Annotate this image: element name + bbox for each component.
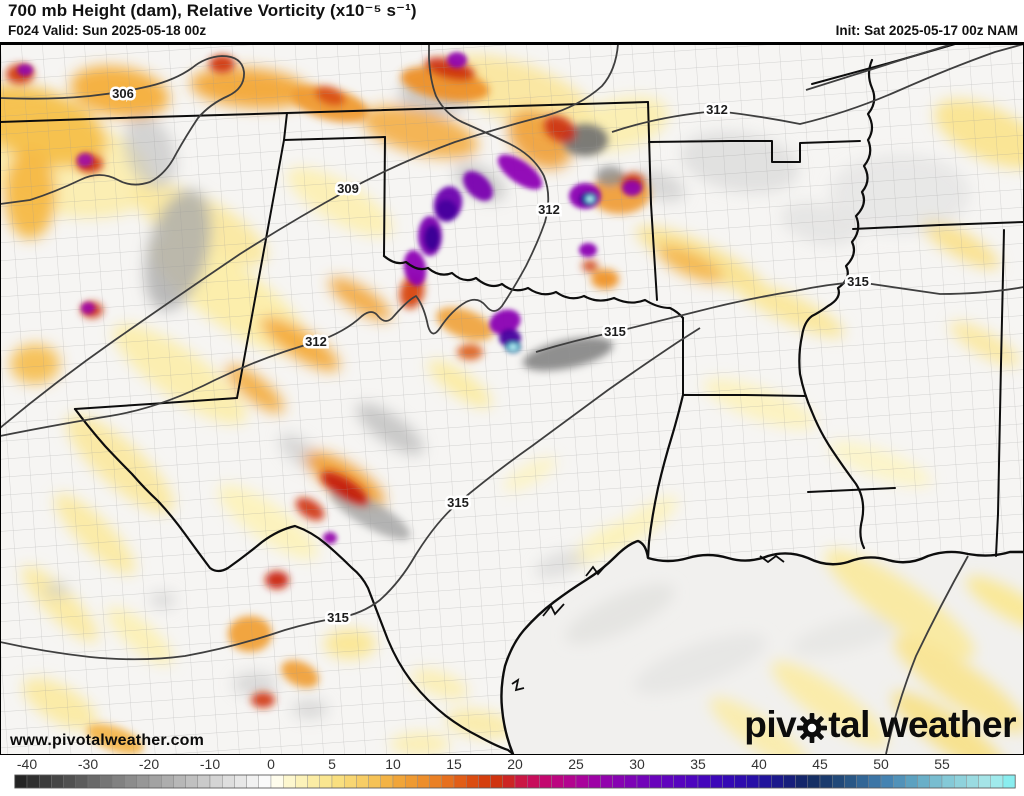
init-time-label: Init: Sat 2025-05-17 00z NAM <box>835 23 1018 38</box>
svg-text:30: 30 <box>629 756 645 772</box>
svg-text:306: 306 <box>112 86 134 101</box>
colorbar-canvas: -40 -30 -20 -10 0 5 10 15 20 25 30 35 40 45 50 55 <box>14 756 1016 789</box>
svg-text:45: 45 <box>812 756 828 772</box>
weather-map-image: 306 309 312 312 312 315 315 315 315 <box>0 43 1024 777</box>
svg-text:315: 315 <box>327 610 349 625</box>
gear-icon <box>797 712 828 743</box>
svg-text:35: 35 <box>690 756 706 772</box>
svg-text:5: 5 <box>328 756 336 772</box>
logo-text-right: tal weather <box>828 704 1016 745</box>
pivotal-weather-logo: piv tal weathe <box>744 706 1016 743</box>
svg-text:-20: -20 <box>139 756 159 772</box>
svg-text:55: 55 <box>934 756 950 772</box>
svg-text:312: 312 <box>305 334 327 349</box>
svg-text:-30: -30 <box>78 756 98 772</box>
valid-time-label: F024 Valid: Sun 2025-05-18 00z <box>8 23 207 38</box>
svg-text:-10: -10 <box>200 756 220 772</box>
vorticity-map-canvas: 306 309 312 312 312 315 315 315 315 <box>0 43 1024 777</box>
svg-text:50: 50 <box>873 756 889 772</box>
svg-text:315: 315 <box>604 324 626 339</box>
svg-text:312: 312 <box>706 102 728 117</box>
svg-text:312: 312 <box>538 202 560 217</box>
svg-text:315: 315 <box>847 274 869 289</box>
logo-text-left: piv <box>744 704 797 745</box>
svg-text:0: 0 <box>267 756 275 772</box>
svg-text:10: 10 <box>385 756 401 772</box>
map-header: 700 mb Height (dam), Relative Vorticity … <box>0 0 1024 44</box>
colorbar: -40 -30 -20 -10 0 5 10 15 20 25 30 35 40 45 50 55 <box>0 755 1024 791</box>
svg-text:15: 15 <box>446 756 462 772</box>
svg-text:40: 40 <box>751 756 767 772</box>
svg-text:25: 25 <box>568 756 584 772</box>
watermark-url: www.pivotalweather.com <box>10 732 205 749</box>
svg-text:309: 309 <box>337 181 359 196</box>
svg-text:20: 20 <box>507 756 523 772</box>
page-title: 700 mb Height (dam), Relative Vorticity … <box>8 1 417 20</box>
svg-text:315: 315 <box>447 495 469 510</box>
svg-text:-40: -40 <box>17 756 37 772</box>
